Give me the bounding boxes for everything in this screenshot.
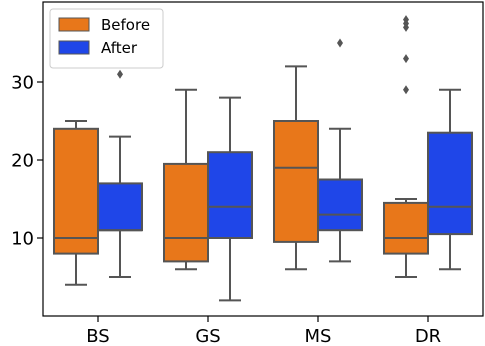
box-dr-after [427,88,473,271]
outlier-point [117,69,123,79]
box-rect [273,120,319,243]
outlier-point [403,54,409,64]
x-tick-label: DR [415,326,441,346]
y-tick-label: 10 [11,229,34,250]
x-tick-label: GS [195,326,220,346]
outlier-point [403,85,409,95]
y-axis: 10 20 30 [11,73,43,250]
box-gs-before [163,88,209,271]
y-tick-label: 30 [11,73,34,94]
legend-label: Before [101,16,150,34]
plot-area [53,15,473,302]
box-rect [427,131,473,236]
box-ms-after [317,38,363,263]
box-rect [383,201,429,255]
legend-swatch [58,40,90,55]
legend: Before After [49,8,164,69]
box-rect [207,151,253,239]
legend-label: After [101,39,138,57]
x-tick-label: BS [86,326,109,346]
y-tick-label: 20 [11,151,34,172]
plot-frame [42,1,484,317]
box-rect [163,162,209,263]
box-rect [53,127,99,255]
box-gs-after [207,96,253,302]
x-tick-label: MS [305,326,332,346]
box-bs-before [53,120,99,286]
outlier-point [403,15,409,25]
outlier-point [337,38,343,48]
box-rect [97,182,143,232]
legend-swatch [58,17,90,32]
box-ms-before [273,65,319,271]
box-rect [317,178,363,232]
box-bs-after [97,69,143,278]
box-dr-before [383,15,429,278]
x-axis: BS GS MS DR [86,316,441,346]
